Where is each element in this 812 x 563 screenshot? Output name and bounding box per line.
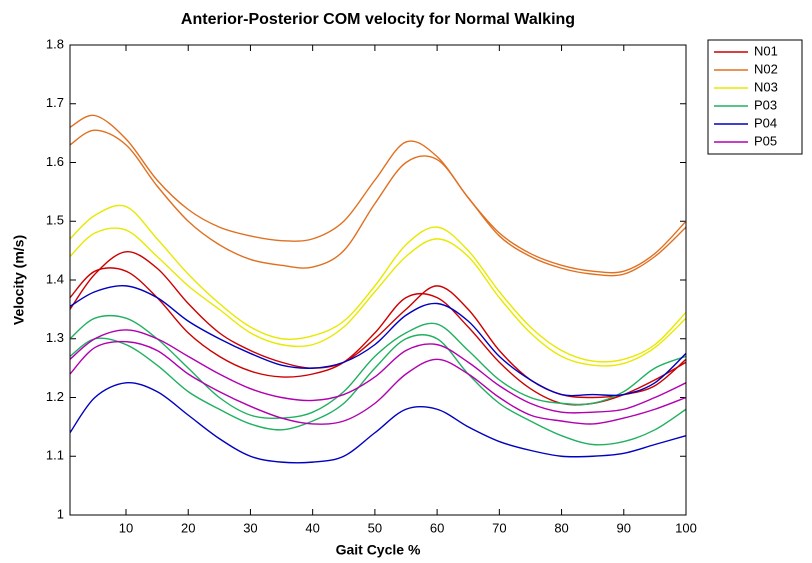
series-line xyxy=(69,251,687,399)
legend-label: N01 xyxy=(754,43,778,58)
chart-title: Anterior-Posterior COM velocity for Norm… xyxy=(181,11,575,28)
series-line xyxy=(69,329,687,414)
y-tick-label: 1.7 xyxy=(46,95,64,110)
plot-frame xyxy=(69,44,687,516)
x-tick-label: 80 xyxy=(554,520,568,535)
series-line xyxy=(69,227,687,367)
y-tick-label: 1 xyxy=(57,506,64,521)
legend-label: P03 xyxy=(754,97,777,112)
series-line xyxy=(69,381,687,464)
x-tick-label: 20 xyxy=(181,520,195,535)
x-tick-label: 50 xyxy=(368,520,382,535)
series-line xyxy=(69,129,687,277)
legend-label: N02 xyxy=(754,61,778,76)
y-tick-label: 1.3 xyxy=(46,330,64,345)
x-tick-label: 10 xyxy=(119,520,133,535)
y-axis-label: Velocity (m/s) xyxy=(11,235,27,325)
x-tick-label: 100 xyxy=(675,520,697,535)
series-line xyxy=(69,314,687,419)
series-line xyxy=(69,340,687,425)
x-tick-label: 90 xyxy=(617,520,631,535)
y-tick-label: 1.6 xyxy=(46,154,64,169)
x-tick-label: 60 xyxy=(430,520,444,535)
x-tick-label: 30 xyxy=(243,520,257,535)
plot-area xyxy=(70,45,686,515)
series-line xyxy=(69,114,687,274)
x-tick-label: 70 xyxy=(492,520,506,535)
y-tick-label: 1.8 xyxy=(46,36,64,51)
y-tick-label: 1.2 xyxy=(46,389,64,404)
series-line xyxy=(69,334,687,446)
series-line xyxy=(69,285,687,397)
legend-box xyxy=(707,39,803,155)
x-axis-label: Gait Cycle % xyxy=(336,542,421,558)
legend-label: P05 xyxy=(754,133,777,148)
series-line xyxy=(69,204,687,363)
y-tick-label: 1.1 xyxy=(46,448,64,463)
legend-label: N03 xyxy=(754,79,778,94)
legend-label: P04 xyxy=(754,115,777,130)
x-tick-label: 40 xyxy=(305,520,319,535)
y-tick-label: 1.4 xyxy=(46,271,64,286)
y-tick-label: 1.5 xyxy=(46,213,64,228)
